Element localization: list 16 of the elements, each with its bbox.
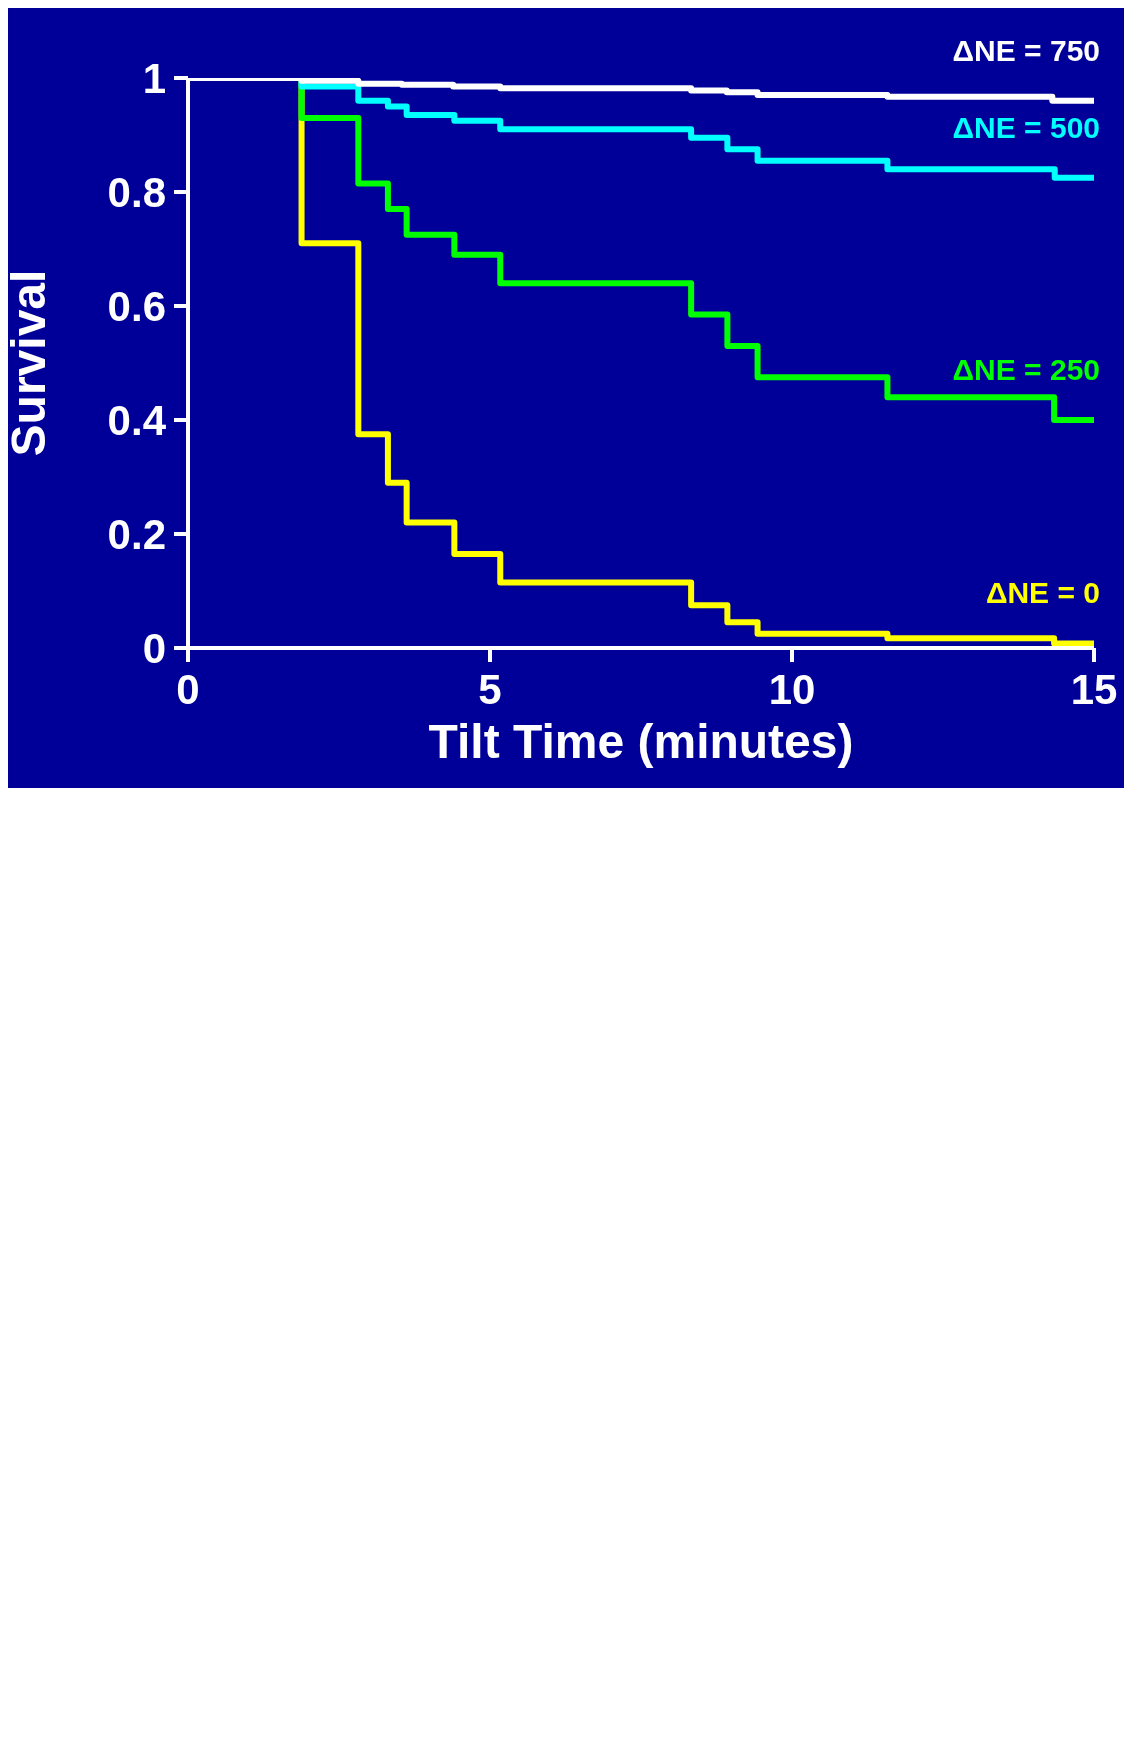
- series-label: ΔNE = 0: [985, 576, 1100, 610]
- y-tick-label: 0: [142, 624, 166, 672]
- y-tick-label: 0.8: [107, 168, 166, 216]
- x-tick-label: 10: [768, 665, 816, 713]
- y-tick-label: 1: [142, 54, 166, 102]
- y-tick-label: 0.6: [107, 282, 166, 330]
- series-label: ΔNE = 750: [952, 33, 1100, 67]
- x-tick-label: 0: [176, 665, 200, 713]
- series-label: ΔNE = 250: [952, 353, 1100, 386]
- y-axis-title: Survival: [2, 269, 56, 457]
- y-tick-label: 0.4: [107, 396, 167, 444]
- series-label: ΔNE = 500: [952, 110, 1100, 144]
- x-tick-label: 15: [1070, 665, 1118, 713]
- x-tick-label: 5: [478, 665, 502, 713]
- y-tick-label: 0.2: [107, 510, 166, 558]
- x-axis-title: Tilt Time (minutes): [428, 715, 854, 768]
